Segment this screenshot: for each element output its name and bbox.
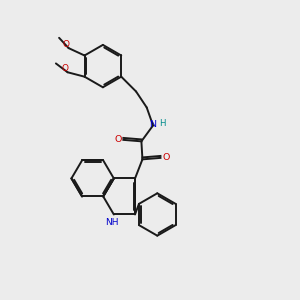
Text: N: N [149,120,156,129]
Text: O: O [62,64,69,73]
Text: O: O [115,135,122,144]
Text: O: O [162,153,169,162]
Text: O: O [63,40,70,49]
Text: NH: NH [106,218,119,227]
Text: H: H [159,119,165,128]
